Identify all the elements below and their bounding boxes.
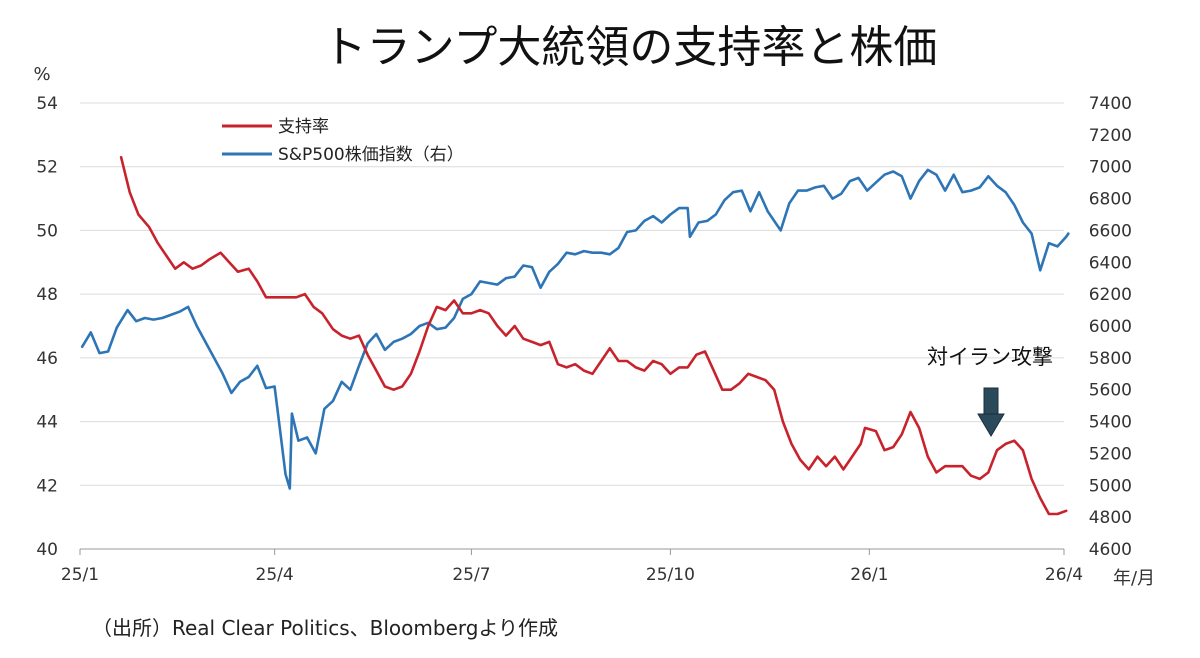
left-axis-tick-label: 50 bbox=[36, 221, 58, 241]
left-axis-tick-label: 52 bbox=[36, 158, 58, 178]
legend-entry-approval: 支持率 bbox=[278, 117, 329, 137]
legend-entry-sp500: S&P500株価指数（右） bbox=[278, 145, 464, 165]
right-axis-tick-label: 7400 bbox=[1089, 94, 1132, 114]
left-axis-tick-label: 40 bbox=[36, 540, 58, 560]
right-axis-tick-label: 6600 bbox=[1089, 221, 1132, 241]
series-lines bbox=[80, 155, 1070, 516]
left-axis-tick-label: 42 bbox=[36, 476, 58, 496]
x-axis-tick-label: 25/1 bbox=[61, 565, 99, 585]
annotation: 対イラン攻撃 bbox=[927, 345, 1053, 437]
annotation-label: 対イラン攻撃 bbox=[927, 345, 1053, 369]
left-axis-tick-label: 46 bbox=[36, 349, 58, 369]
x-axis-tick-label: 25/7 bbox=[452, 565, 490, 585]
source-note: （出所）Real Clear Politics、Bloombergより作成 bbox=[92, 616, 559, 640]
right-axis-tick-label: 7200 bbox=[1089, 126, 1132, 146]
right-axis-tick-label: 4800 bbox=[1089, 508, 1132, 528]
x-axis-tick-label: 26/4 bbox=[1045, 565, 1083, 585]
right-axis-tick-label: 5800 bbox=[1089, 349, 1132, 369]
right-axis-tick-label: 5600 bbox=[1089, 381, 1132, 401]
down-arrow-icon bbox=[977, 387, 1005, 437]
x-axis-tick-label: 25/4 bbox=[256, 565, 294, 585]
right-axis-tick-label: 5400 bbox=[1089, 413, 1132, 433]
x-axis-ticks: 25/1 25/4 25/7 25/10 26/1 26/4 bbox=[61, 549, 1083, 585]
right-axis-tick-label: 4600 bbox=[1089, 540, 1132, 560]
right-axis-tick-label: 6400 bbox=[1089, 253, 1132, 273]
x-axis-tick-label: 26/1 bbox=[850, 565, 888, 585]
series-line-approval bbox=[119, 155, 1068, 516]
right-axis-tick-label: 6800 bbox=[1089, 190, 1132, 210]
left-axis-tick-label: 44 bbox=[36, 413, 58, 433]
series-line-sp500 bbox=[80, 168, 1070, 490]
left-axis-tick-label: 54 bbox=[36, 94, 58, 114]
right-axis-tick-label: 6200 bbox=[1089, 285, 1132, 305]
right-axis-tick-label: 5200 bbox=[1089, 444, 1132, 464]
left-axis-ticks: 40 42 44 46 48 50 52 54 bbox=[36, 94, 58, 560]
gridlines bbox=[80, 102, 1064, 550]
right-axis-tick-label: 7000 bbox=[1089, 158, 1132, 178]
chart-title: トランプ大統領の支持率と株価 bbox=[323, 22, 938, 73]
right-axis-tick-label: 6000 bbox=[1089, 317, 1132, 337]
right-axis-tick-label: 5000 bbox=[1089, 476, 1132, 496]
legend: 支持率 S&P500株価指数（右） bbox=[222, 117, 464, 165]
x-axis-unit: 年/月 bbox=[1113, 568, 1155, 589]
right-axis-ticks: 4600 4800 5000 5200 5400 5600 5800 6000 6200 6400… bbox=[1089, 94, 1132, 560]
x-axis-tick-label: 25/10 bbox=[646, 565, 695, 585]
left-axis-unit: % bbox=[33, 64, 50, 85]
left-axis-tick-label: 48 bbox=[36, 285, 58, 305]
